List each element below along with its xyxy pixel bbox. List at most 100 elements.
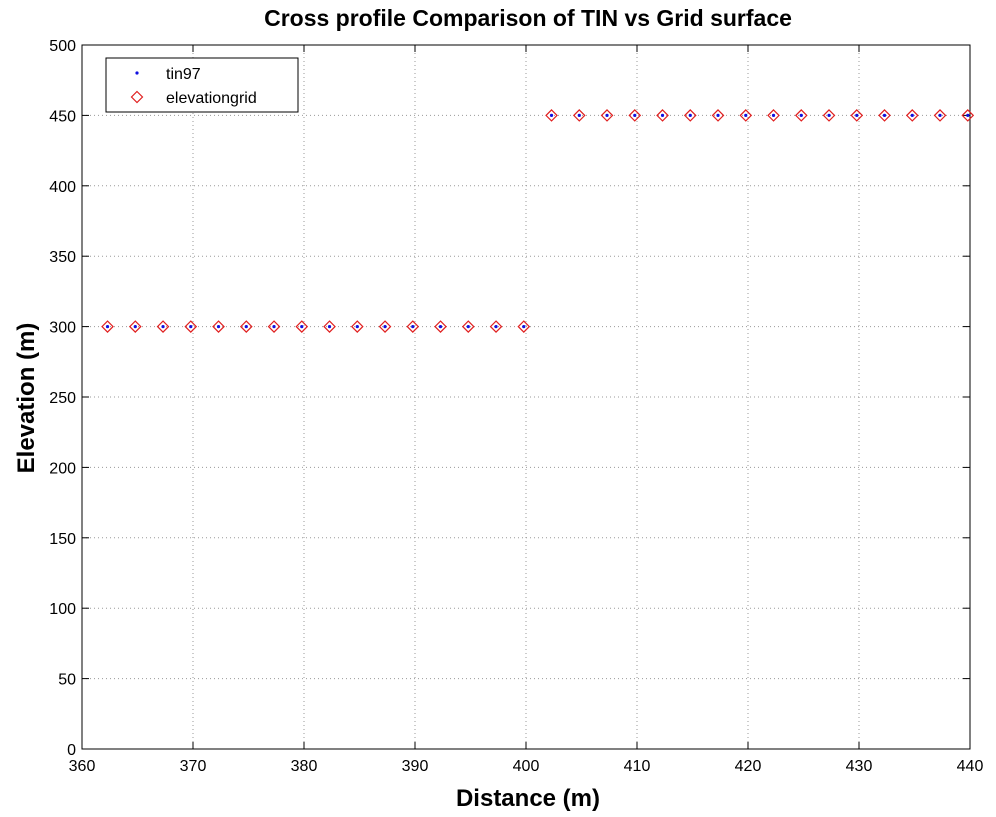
- y-tick-label: 500: [49, 38, 76, 55]
- elevationgrid-point: [350, 320, 364, 333]
- y-tick-label: 50: [58, 672, 76, 689]
- legend-item-tin97: tin97: [135, 66, 201, 83]
- tin97-point: [300, 325, 304, 329]
- x-tick-label: 360: [69, 758, 96, 775]
- tin97-point: [494, 325, 498, 329]
- elevationgrid-point: [212, 320, 225, 333]
- elevationgrid-point: [767, 109, 780, 122]
- x-tick-label: 440: [957, 758, 984, 775]
- elevationgrid-point: [572, 109, 586, 122]
- elevationgrid-point: [489, 320, 503, 333]
- tin97-point: [910, 113, 914, 117]
- y-tick-label: 250: [49, 390, 76, 407]
- elevationgrid-point: [378, 320, 392, 333]
- tin97-legend-marker: [135, 71, 139, 75]
- tin97-point: [577, 113, 581, 117]
- x-tick-label: 420: [735, 758, 762, 775]
- tick-labels: 360 370 380 390 400 410 420 430 440 0 50 100 150 200 2…: [49, 38, 983, 775]
- tin97-point: [522, 325, 526, 329]
- elevationgrid-point: [878, 109, 891, 122]
- series-elevationgrid: [101, 109, 975, 333]
- tin97-point: [938, 113, 942, 117]
- tin97-point: [799, 113, 803, 117]
- tin97-point: [272, 325, 276, 329]
- x-tick-label: 390: [402, 758, 429, 775]
- tin97-point: [161, 325, 165, 329]
- elevationgrid-point: [267, 320, 281, 333]
- tin97-point: [133, 325, 137, 329]
- tin97-point: [771, 113, 776, 117]
- elevationgrid-legend-marker: [130, 90, 144, 104]
- tin97-point: [855, 113, 859, 117]
- y-tick-label: 150: [49, 531, 76, 548]
- y-tick-label: 100: [49, 601, 76, 618]
- tin97-point: [438, 325, 443, 329]
- tin97-point: [244, 325, 248, 329]
- x-tick-label: 370: [180, 758, 207, 775]
- elevationgrid-point: [406, 320, 420, 333]
- tin97-point: [882, 113, 887, 117]
- elevationgrid-point: [794, 109, 808, 122]
- tin97-point: [716, 113, 720, 117]
- tin97-point: [327, 325, 332, 329]
- y-axis-label: Elevation (m): [13, 323, 40, 474]
- legend-label: tin97: [166, 66, 201, 83]
- elevationgrid-point: [517, 320, 531, 333]
- tin97-point: [633, 113, 637, 117]
- y-tick-label: 300: [49, 320, 76, 337]
- chart-title: Cross profile Comparison of TIN vs Grid …: [264, 5, 792, 31]
- elevationgrid-point: [656, 109, 669, 122]
- tin97-point: [383, 325, 387, 329]
- grid: [82, 45, 970, 749]
- y-tick-label: 450: [49, 108, 76, 125]
- elevationgrid-point: [156, 320, 170, 333]
- elevationgrid-point: [961, 109, 975, 122]
- tin97-point: [411, 325, 415, 329]
- elevationgrid-point: [628, 109, 642, 122]
- tin97-point: [105, 325, 110, 329]
- elevationgrid-point: [933, 109, 947, 122]
- tin97-point: [216, 325, 221, 329]
- elevationgrid-point: [128, 320, 142, 333]
- legend: tin97 elevationgrid: [105, 57, 299, 113]
- tin97-point: [966, 113, 970, 117]
- tin97-point: [605, 113, 609, 117]
- elevationgrid-point: [711, 109, 725, 122]
- legend-item-elevationgrid: elevationgrid: [130, 90, 257, 107]
- x-tick-label: 400: [513, 758, 540, 775]
- y-tick-label: 0: [67, 742, 76, 759]
- tin97-point: [355, 325, 359, 329]
- elevationgrid-point: [822, 109, 836, 122]
- elevationgrid-point: [683, 109, 697, 122]
- elevationgrid-point: [101, 320, 114, 333]
- tin97-point: [549, 113, 554, 117]
- elevationgrid-point: [739, 109, 753, 122]
- elevationgrid-point: [295, 320, 309, 333]
- elevationgrid-point: [184, 320, 198, 333]
- tin97-point: [189, 325, 193, 329]
- x-tick-label: 410: [624, 758, 651, 775]
- x-axis-label: Distance (m): [456, 785, 600, 812]
- elevationgrid-point: [461, 320, 475, 333]
- y-tick-label: 350: [49, 249, 76, 266]
- elevationgrid-point: [850, 109, 864, 122]
- y-tick-label: 200: [49, 460, 76, 477]
- tin97-point: [744, 113, 748, 117]
- x-tick-label: 430: [846, 758, 873, 775]
- axes: [81, 44, 971, 750]
- elevationgrid-point: [434, 320, 447, 333]
- y-tick-label: 400: [49, 179, 76, 196]
- tin97-point: [688, 113, 692, 117]
- elevationgrid-point: [905, 109, 919, 122]
- tin97-point: [466, 325, 470, 329]
- elevationgrid-point: [600, 109, 614, 122]
- tin97-point: [827, 113, 831, 117]
- x-tick-label: 380: [291, 758, 318, 775]
- elevationgrid-point: [239, 320, 253, 333]
- elevationgrid-point: [323, 320, 336, 333]
- legend-box: [105, 57, 299, 113]
- data-marks: [101, 109, 975, 333]
- series-tin97: [105, 113, 970, 329]
